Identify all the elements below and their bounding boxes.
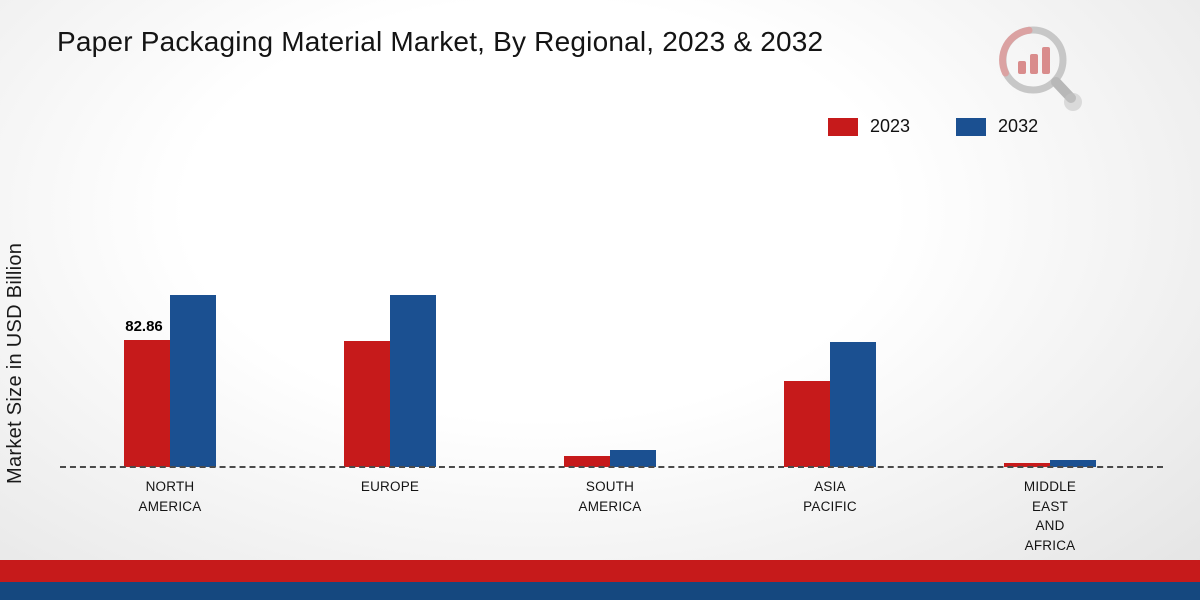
bar-2032-north-america <box>170 295 216 467</box>
legend: 2023 2032 <box>828 116 1038 137</box>
bar-2023-europe <box>344 341 390 467</box>
bar-pair-middle-east-and-africa <box>1004 247 1096 467</box>
category-group-north-america: 82.86 NORTH AMERICA <box>124 247 216 516</box>
category-label-north-america: NORTH AMERICA <box>139 477 202 516</box>
bar-2023-south-america <box>564 455 610 467</box>
bar-pair-south-america <box>564 247 656 467</box>
category-label-line: PACIFIC <box>803 498 857 514</box>
legend-swatch <box>828 117 858 136</box>
category-label-south-america: SOUTH AMERICA <box>579 477 642 516</box>
category-label-line: MIDDLE <box>1023 479 1077 494</box>
magnifier-bars-logo-icon <box>999 26 1082 111</box>
category-label-line: EUROPE <box>360 479 420 494</box>
category-label-line: AFRICA <box>1024 537 1076 553</box>
category-group-middle-east-and-africa: MIDDLE EAST AND AFRICA <box>1004 247 1096 555</box>
category-label-line: ASIA <box>814 479 846 494</box>
bar-2032-middle-east-and-africa <box>1050 459 1096 467</box>
bar-data-label: 82.86 <box>125 318 163 336</box>
category-group-europe: EUROPE <box>344 247 436 497</box>
category-label-line: AND <box>1035 518 1065 534</box>
x-axis-baseline <box>60 466 1163 468</box>
category-label-line: AMERICA <box>578 498 642 514</box>
brand-logo <box>985 18 1090 118</box>
category-label-line: NORTH <box>145 479 195 494</box>
category-group-asia-pacific: ASIA PACIFIC <box>784 247 876 516</box>
category-label-line: SOUTH <box>585 479 635 494</box>
legend-label: 2023 <box>870 116 911 136</box>
category-label-asia-pacific: ASIA PACIFIC <box>803 477 857 516</box>
footer-navy-bar <box>0 582 1200 600</box>
plot-area: 82.86 NORTH AMERICA EUROPE SOUTH AMERICA ASIA P… <box>60 247 1160 555</box>
bar-2023-asia-pacific <box>784 380 830 467</box>
category-label-line: EAST <box>1031 498 1069 514</box>
chart-title: Paper Packaging Material Market, By Regi… <box>57 26 824 57</box>
category-label-europe: EUROPE <box>361 477 419 497</box>
bar-pair-europe <box>344 247 436 467</box>
footer-red-bar <box>0 560 1200 582</box>
category-label-line: AMERICA <box>138 498 202 514</box>
legend-item-2032: 2032 <box>956 116 1038 137</box>
bar-pair-north-america: 82.86 <box>124 247 216 467</box>
category-group-south-america: SOUTH AMERICA <box>564 247 656 516</box>
bar-2023-north-america: 82.86 <box>124 318 170 467</box>
bar-2032-south-america <box>610 449 656 467</box>
category-label-middle-east-and-africa: MIDDLE EAST AND AFRICA <box>1024 477 1076 555</box>
bar-2023-middle-east-and-africa <box>1004 462 1050 467</box>
y-axis-label: Market Size in USD Billion <box>4 242 26 484</box>
legend-label: 2032 <box>998 116 1039 136</box>
bar-pair-asia-pacific <box>784 247 876 467</box>
legend-swatch <box>956 117 987 136</box>
legend-item-2023: 2023 <box>828 116 910 137</box>
bar-2032-europe <box>390 295 436 467</box>
bar-2032-asia-pacific <box>830 342 876 467</box>
